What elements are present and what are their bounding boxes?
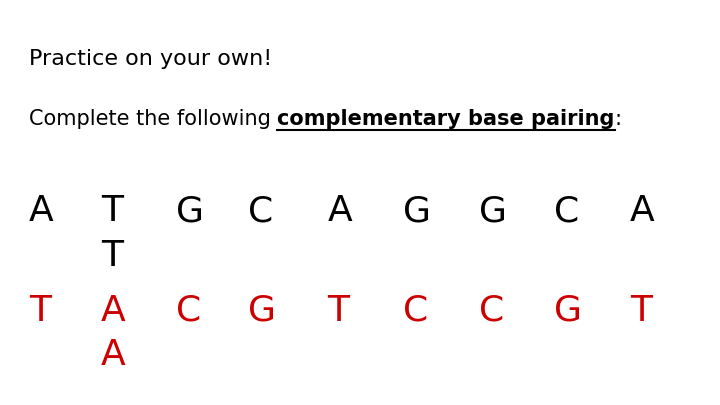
Text: G: G: [403, 194, 431, 228]
Text: T: T: [101, 239, 123, 273]
Text: C: C: [479, 294, 504, 328]
Text: A: A: [101, 338, 125, 372]
Text: T: T: [328, 294, 350, 328]
Text: G: G: [248, 294, 276, 328]
Text: :: :: [615, 109, 621, 129]
Text: complementary base pairing: complementary base pairing: [277, 109, 615, 129]
Text: T: T: [630, 294, 652, 328]
Text: T: T: [101, 194, 123, 228]
Text: C: C: [248, 194, 274, 228]
Text: C: C: [554, 194, 580, 228]
Text: G: G: [176, 194, 204, 228]
Text: A: A: [29, 194, 53, 228]
Text: C: C: [176, 294, 202, 328]
Text: Practice on your own!: Practice on your own!: [29, 49, 272, 68]
Text: Complete the following: Complete the following: [29, 109, 277, 129]
Text: A: A: [328, 194, 352, 228]
Text: C: C: [403, 294, 428, 328]
Text: A: A: [101, 294, 125, 328]
Text: G: G: [554, 294, 582, 328]
Text: T: T: [29, 294, 51, 328]
Text: G: G: [479, 194, 507, 228]
Text: A: A: [630, 194, 654, 228]
